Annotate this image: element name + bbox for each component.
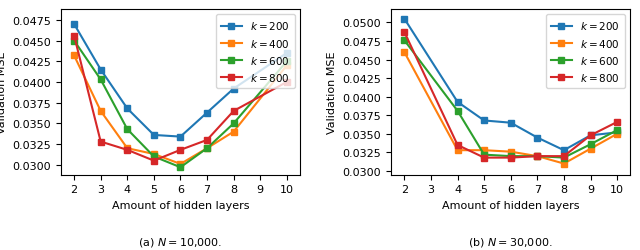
Line: $k = 400$: $k = 400$ — [401, 50, 620, 167]
$k = 800$ — [230, 110, 237, 113]
$k = 800$ — [560, 155, 568, 158]
$k = 400$ — [454, 149, 461, 152]
$k = 400$ — [613, 133, 621, 136]
$k = 200$ — [534, 136, 541, 140]
$k = 200$ — [230, 88, 237, 91]
Legend: $k = 200$, $k = 400$, $k = 600$, $k = 800$: $k = 200$, $k = 400$, $k = 600$, $k = 80… — [216, 15, 295, 89]
$k = 200$ — [283, 52, 291, 55]
$k = 800$ — [283, 81, 291, 84]
$k = 600$ — [124, 128, 131, 131]
$k = 200$ — [480, 120, 488, 122]
Line: $k = 800$: $k = 800$ — [71, 34, 290, 164]
$k = 400$ — [177, 163, 184, 166]
$k = 600$ — [560, 156, 568, 160]
Line: $k = 200$: $k = 200$ — [71, 22, 290, 140]
$k = 600$ — [70, 40, 78, 43]
$k = 600$ — [204, 147, 211, 150]
Text: (a) $N = 10{,}000$.: (a) $N = 10{,}000$. — [138, 235, 223, 248]
$k = 600$ — [177, 166, 184, 169]
$k = 200$ — [560, 149, 568, 152]
$k = 800$ — [507, 156, 515, 160]
$k = 400$ — [97, 110, 104, 113]
$k = 200$ — [150, 134, 157, 137]
Line: $k = 600$: $k = 600$ — [71, 38, 290, 170]
$k = 600$ — [480, 154, 488, 156]
Legend: $k = 200$, $k = 400$, $k = 600$, $k = 800$: $k = 200$, $k = 400$, $k = 600$, $k = 80… — [546, 15, 625, 89]
$k = 800$ — [454, 144, 461, 147]
$k = 400$ — [283, 64, 291, 68]
$k = 600$ — [401, 40, 408, 42]
$k = 200$ — [124, 108, 131, 110]
$k = 200$ — [70, 23, 78, 26]
$k = 400$ — [150, 153, 157, 156]
$k = 200$ — [97, 69, 104, 72]
$k = 200$ — [204, 112, 211, 114]
$k = 400$ — [401, 52, 408, 54]
$k = 800$ — [150, 160, 157, 162]
$k = 800$ — [534, 155, 541, 158]
$k = 800$ — [480, 156, 488, 160]
$k = 400$ — [587, 148, 595, 150]
$k = 200$ — [613, 131, 621, 134]
$k = 800$ — [613, 121, 621, 124]
$k = 600$ — [587, 143, 595, 146]
$k = 400$ — [534, 155, 541, 158]
Line: $k = 600$: $k = 600$ — [401, 38, 620, 161]
$k = 600$ — [230, 122, 237, 125]
$k = 400$ — [124, 147, 131, 150]
Y-axis label: Validation MSE: Validation MSE — [0, 52, 6, 134]
$k = 600$ — [454, 110, 461, 113]
$k = 200$ — [177, 136, 184, 138]
$k = 400$ — [204, 147, 211, 150]
$k = 200$ — [454, 101, 461, 104]
$k = 400$ — [230, 130, 237, 134]
$k = 400$ — [507, 150, 515, 154]
$k = 600$ — [507, 155, 515, 158]
$k = 600$ — [97, 78, 104, 82]
X-axis label: Amount of hidden layers: Amount of hidden layers — [442, 200, 579, 210]
$k = 600$ — [150, 155, 157, 158]
$k = 400$ — [480, 149, 488, 152]
Text: (b) $N = 30{,}000$.: (b) $N = 30{,}000$. — [468, 235, 553, 248]
$k = 800$ — [401, 32, 408, 34]
$k = 200$ — [401, 18, 408, 21]
Line: $k = 400$: $k = 400$ — [71, 54, 290, 167]
Line: $k = 200$: $k = 200$ — [401, 17, 620, 153]
$k = 800$ — [204, 139, 211, 142]
$k = 800$ — [70, 35, 78, 38]
$k = 800$ — [97, 140, 104, 143]
X-axis label: Amount of hidden layers: Amount of hidden layers — [112, 200, 249, 210]
$k = 600$ — [613, 129, 621, 132]
$k = 200$ — [587, 134, 595, 137]
$k = 800$ — [124, 149, 131, 152]
$k = 800$ — [177, 149, 184, 152]
$k = 600$ — [283, 60, 291, 64]
$k = 400$ — [70, 55, 78, 58]
$k = 800$ — [587, 134, 595, 137]
Line: $k = 800$: $k = 800$ — [401, 30, 620, 161]
$k = 200$ — [507, 122, 515, 125]
$k = 400$ — [560, 162, 568, 166]
Y-axis label: Validation MSE: Validation MSE — [327, 52, 337, 134]
$k = 600$ — [534, 155, 541, 158]
